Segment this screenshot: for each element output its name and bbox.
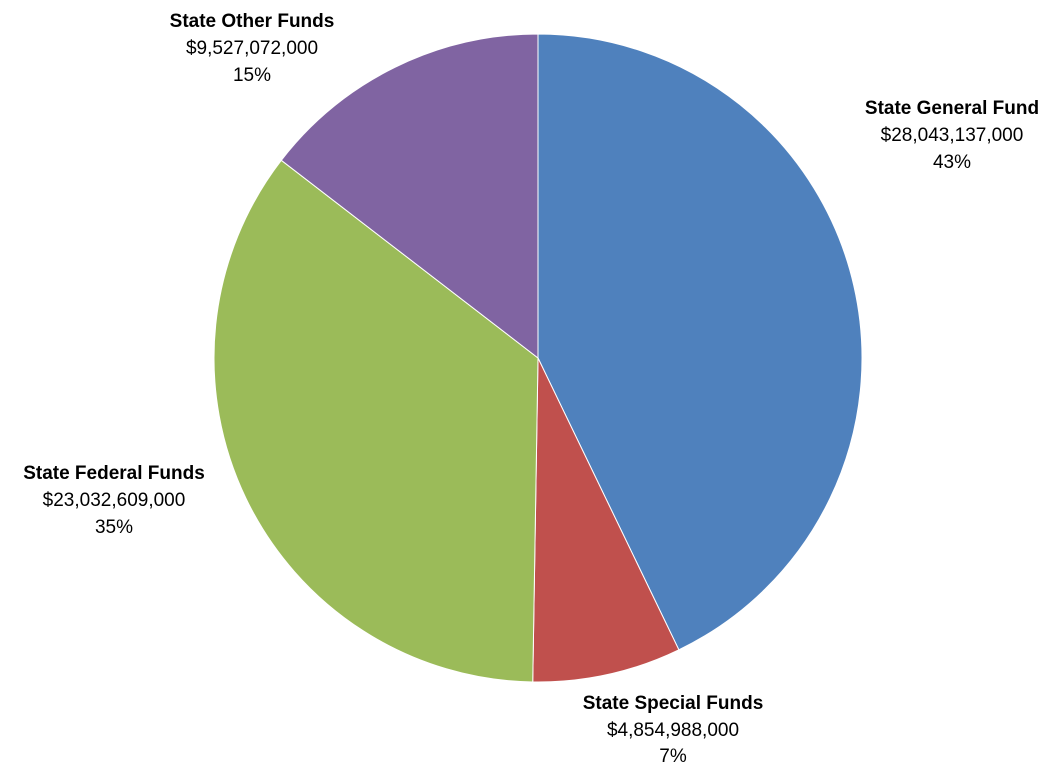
label-state-special-funds: State Special Funds $4,854,988,000 7% <box>583 693 764 766</box>
slice-label-name: State Other Funds <box>170 11 335 32</box>
slice-label-name: State Special Funds <box>583 693 764 714</box>
slice-label-percent: 43% <box>933 152 971 173</box>
pie-slice-state-other-funds <box>280 33 539 360</box>
slice-label-name: State Federal Funds <box>23 463 205 484</box>
pie-slices <box>213 33 863 683</box>
slice-label-amount: $9,527,072,000 <box>186 38 318 59</box>
pie-slice-state-special-funds <box>532 357 680 683</box>
slice-label-percent: 35% <box>95 517 133 538</box>
slice-label-name: State General Fund <box>865 98 1039 119</box>
slice-label-amount: $4,854,988,000 <box>607 720 739 741</box>
label-state-federal-funds: State Federal Funds $23,032,609,000 35% <box>23 463 205 538</box>
label-state-other-funds: State Other Funds $9,527,072,000 15% <box>170 11 335 86</box>
label-state-general-fund: State General Fund $28,043,137,000 43% <box>865 98 1039 173</box>
slice-label-percent: 15% <box>233 65 271 86</box>
pie-slice-state-general-fund <box>537 33 863 651</box>
pie-slice-state-federal-funds <box>213 159 539 683</box>
slice-label-percent: 7% <box>659 746 687 766</box>
slice-label-amount: $23,032,609,000 <box>43 490 186 511</box>
slice-label-amount: $28,043,137,000 <box>881 125 1024 146</box>
